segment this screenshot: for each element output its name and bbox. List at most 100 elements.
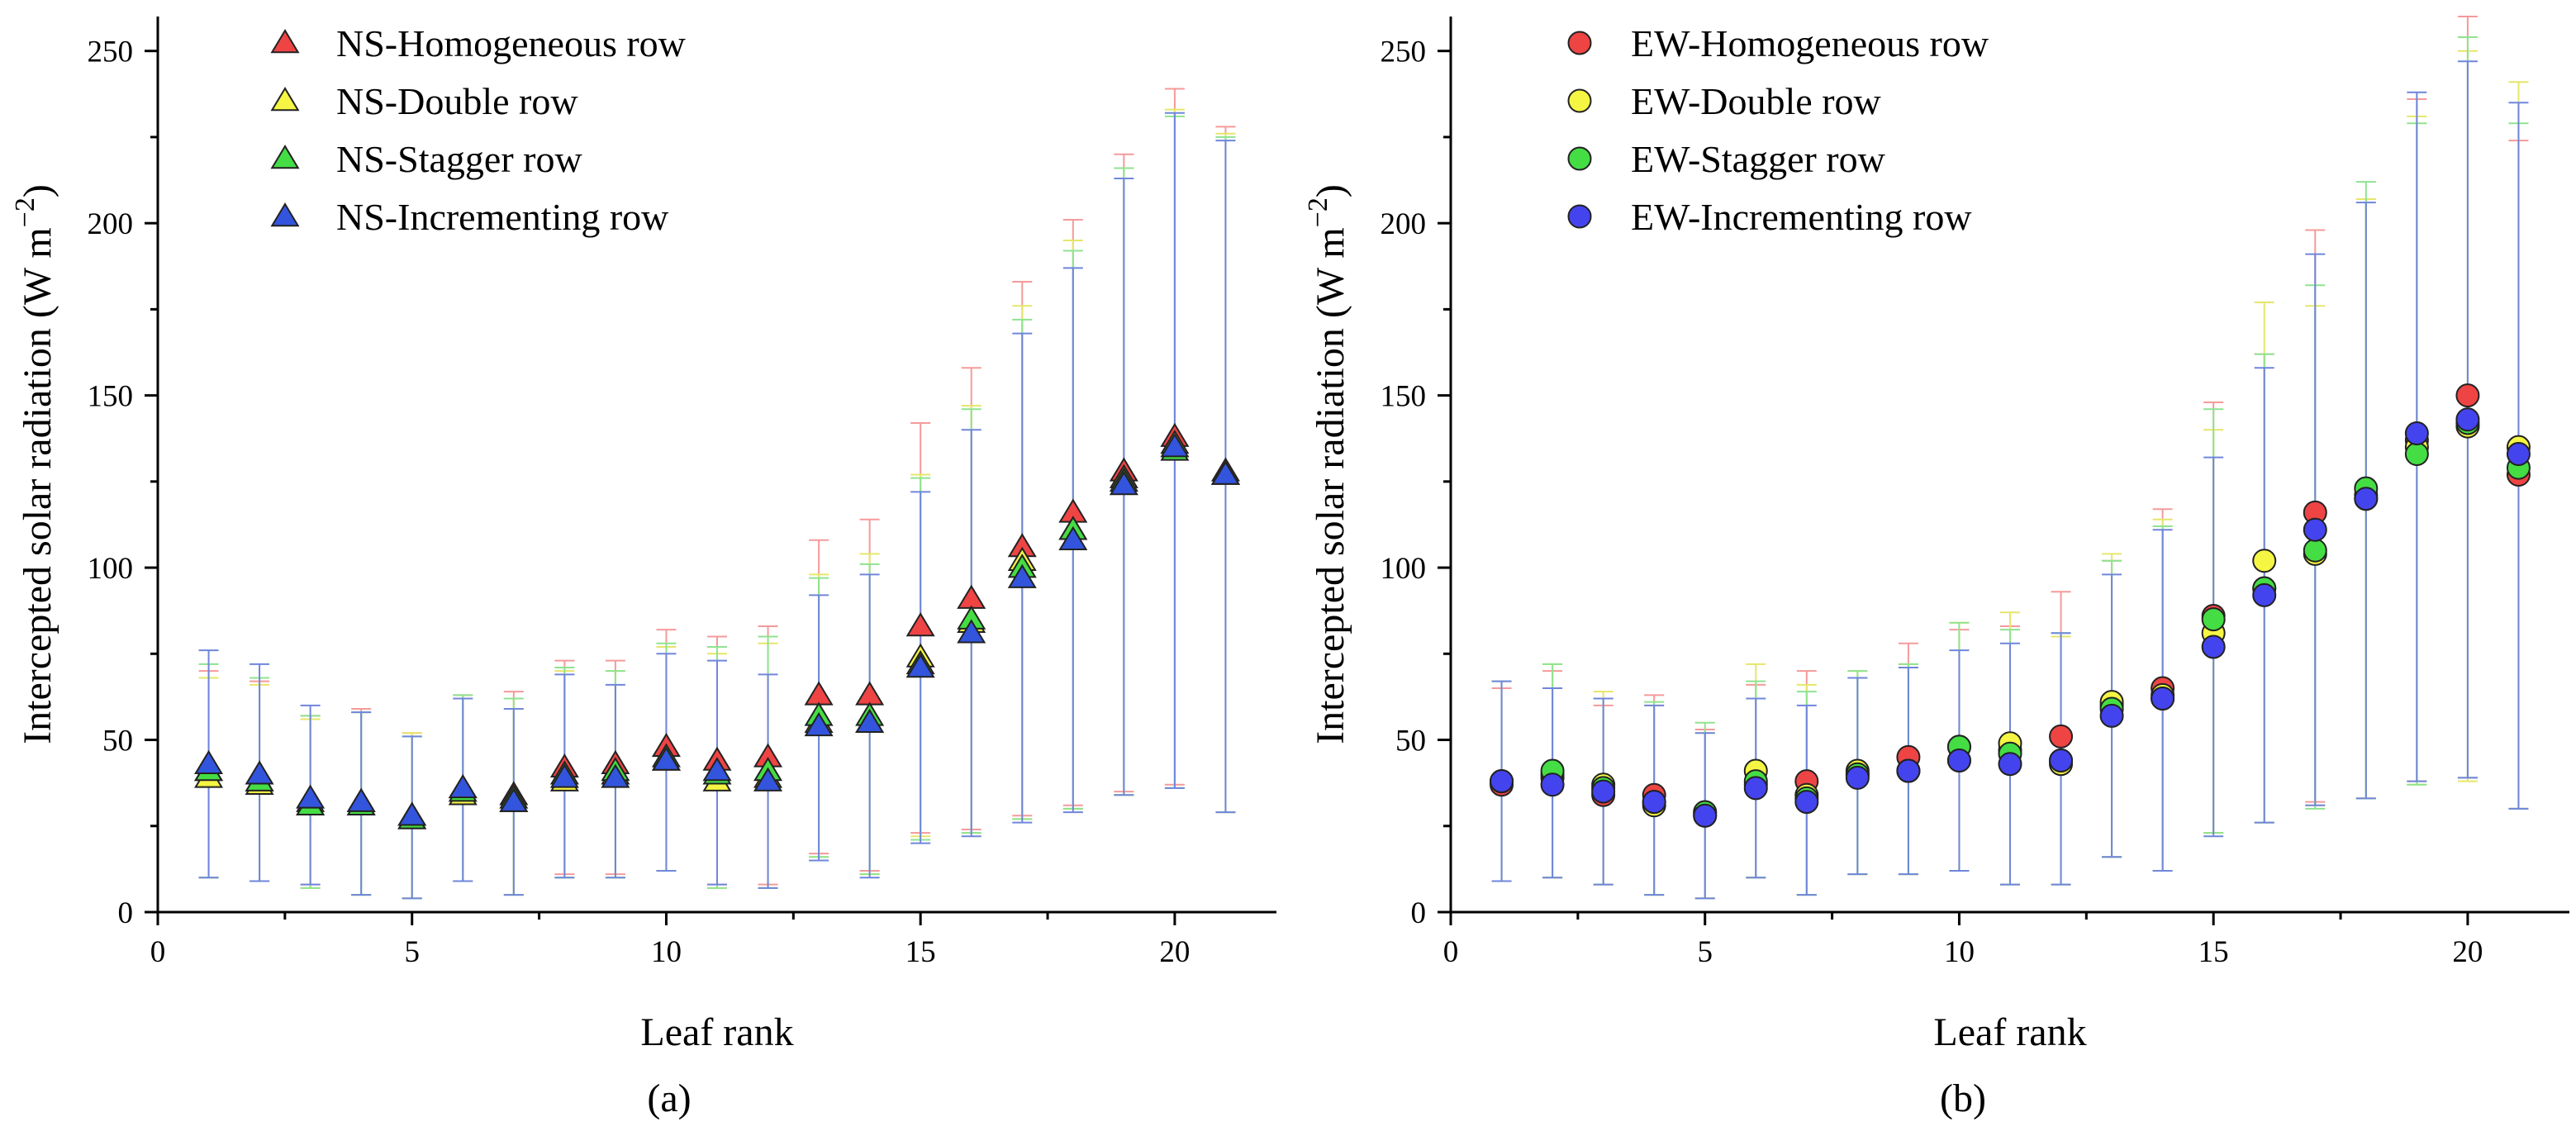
- legend-marker: [1567, 204, 1592, 229]
- data-point: [2201, 635, 2226, 659]
- y-tick-label: 0: [118, 896, 134, 930]
- y-tick-label: 0: [1411, 896, 1427, 930]
- data-point: [702, 757, 732, 782]
- data-point: [2404, 421, 2429, 445]
- data-point: [753, 767, 783, 791]
- data-point: [2303, 517, 2327, 542]
- data-point: [2252, 549, 2277, 573]
- data-point: [2151, 687, 2175, 711]
- data-point: [1946, 749, 1971, 773]
- y-tick-label: 250: [88, 36, 134, 69]
- legend-label: NS-Incrementing row: [336, 196, 669, 238]
- data-point: [601, 763, 630, 788]
- legend-marker: [1567, 146, 1592, 171]
- data-point: [245, 760, 274, 785]
- data-point: [1998, 752, 2022, 777]
- y-tick-label: 50: [102, 725, 133, 758]
- data-point: [1845, 765, 1870, 790]
- data-point: [346, 787, 376, 812]
- x-tick-label: 0: [1443, 935, 1459, 969]
- x-axis-title: Leaf rank: [640, 1010, 793, 1054]
- legend-label: EW-Incrementing row: [1631, 196, 1972, 238]
- data-point: [957, 584, 986, 609]
- x-tick-label: 10: [651, 935, 682, 969]
- data-point: [1490, 769, 1514, 794]
- y-axis-title-superscript: −2: [1303, 197, 1333, 227]
- data-point: [1058, 525, 1088, 550]
- x-tick-label: 15: [2198, 935, 2229, 969]
- x-tick-label: 15: [905, 935, 936, 969]
- y-axis-title-superscript: −2: [10, 197, 40, 227]
- data-point: [448, 773, 478, 799]
- y-tick-label: 250: [1381, 36, 1427, 69]
- x-axis-title: Leaf rank: [1933, 1010, 2086, 1054]
- data-point: [549, 763, 579, 788]
- legend-marker: [270, 202, 300, 227]
- legend-marker: [270, 87, 300, 112]
- y-tick-label: 200: [1381, 207, 1427, 241]
- data-point: [1642, 790, 1666, 815]
- y-tick-label: 50: [1395, 725, 1426, 758]
- data-point: [2506, 441, 2531, 466]
- y-tick-label: 200: [88, 207, 134, 241]
- legend: EW-Homogeneous row EW-Double row EW-Stagge…: [1567, 22, 1989, 238]
- y-tick-label: 150: [88, 380, 134, 414]
- data-point: [2354, 487, 2379, 511]
- data-point: [2404, 441, 2429, 466]
- data-point: [194, 749, 224, 774]
- legend-label: NS-Double row: [336, 80, 578, 122]
- data-point: [804, 711, 834, 737]
- data-point: [296, 784, 326, 809]
- x-tick-label: 20: [2452, 935, 2483, 969]
- data-point: [905, 654, 935, 678]
- legend-marker: [1567, 31, 1592, 55]
- data-point: [2455, 383, 2480, 408]
- series-ew-incrementing-row: [1490, 407, 2531, 828]
- legend-marker: [1567, 88, 1592, 113]
- legend-label: NS-Homogeneous row: [336, 22, 687, 64]
- y-axis-title: Intercepted solar radiation (W m−2): [10, 184, 59, 744]
- legend: NS-Homogeneous row NS-Double row NS-Stagge…: [270, 22, 687, 238]
- data-point: [1743, 776, 1768, 801]
- series-ns-incrementing-row: [194, 433, 1240, 826]
- y-tick-label: 150: [1381, 380, 1427, 414]
- y-axis-title-close: ): [16, 184, 59, 197]
- x-tick-label: 5: [1697, 935, 1713, 969]
- y-tick-label: 100: [88, 552, 134, 586]
- data-point: [1540, 772, 1565, 797]
- legend-label: EW-Stagger row: [1631, 138, 1886, 180]
- data-point: [905, 612, 935, 637]
- y-axis-title-main: Intercepted solar radiation (W m: [1309, 227, 1352, 744]
- data-point: [1693, 803, 1718, 828]
- data-point: [2099, 703, 2124, 728]
- data-point: [957, 619, 986, 644]
- x-tick-label: 20: [1159, 935, 1190, 969]
- data-point: [2252, 582, 2277, 607]
- panel-label: (a): [647, 1077, 691, 1120]
- x-tick-label: 5: [404, 935, 420, 969]
- data-point: [804, 681, 834, 706]
- y-tick-label: 100: [1381, 552, 1427, 586]
- y-axis-title-close: ): [1309, 184, 1352, 197]
- legend-marker: [270, 29, 300, 54]
- y-axis-title-main: Intercepted solar radiation (W m: [16, 227, 59, 744]
- x-tick-label: 10: [1944, 935, 1975, 969]
- data-point: [2455, 407, 2480, 432]
- data-point: [2201, 607, 2226, 632]
- data-point: [2049, 724, 2074, 749]
- y-axis-title: Intercepted solar radiation (W m−2): [1303, 184, 1352, 744]
- legend-label: EW-Homogeneous row: [1631, 22, 1989, 64]
- data-point: [1109, 471, 1138, 496]
- panel-label: (b): [1940, 1077, 1986, 1120]
- legend-label: EW-Double row: [1631, 80, 1882, 122]
- data-point: [499, 787, 529, 812]
- data-point: [1210, 460, 1240, 485]
- data-point: [2303, 538, 2327, 563]
- x-tick-label: 0: [150, 935, 166, 969]
- data-point: [1160, 433, 1190, 458]
- data-point: [855, 681, 885, 706]
- data-point: [397, 801, 427, 826]
